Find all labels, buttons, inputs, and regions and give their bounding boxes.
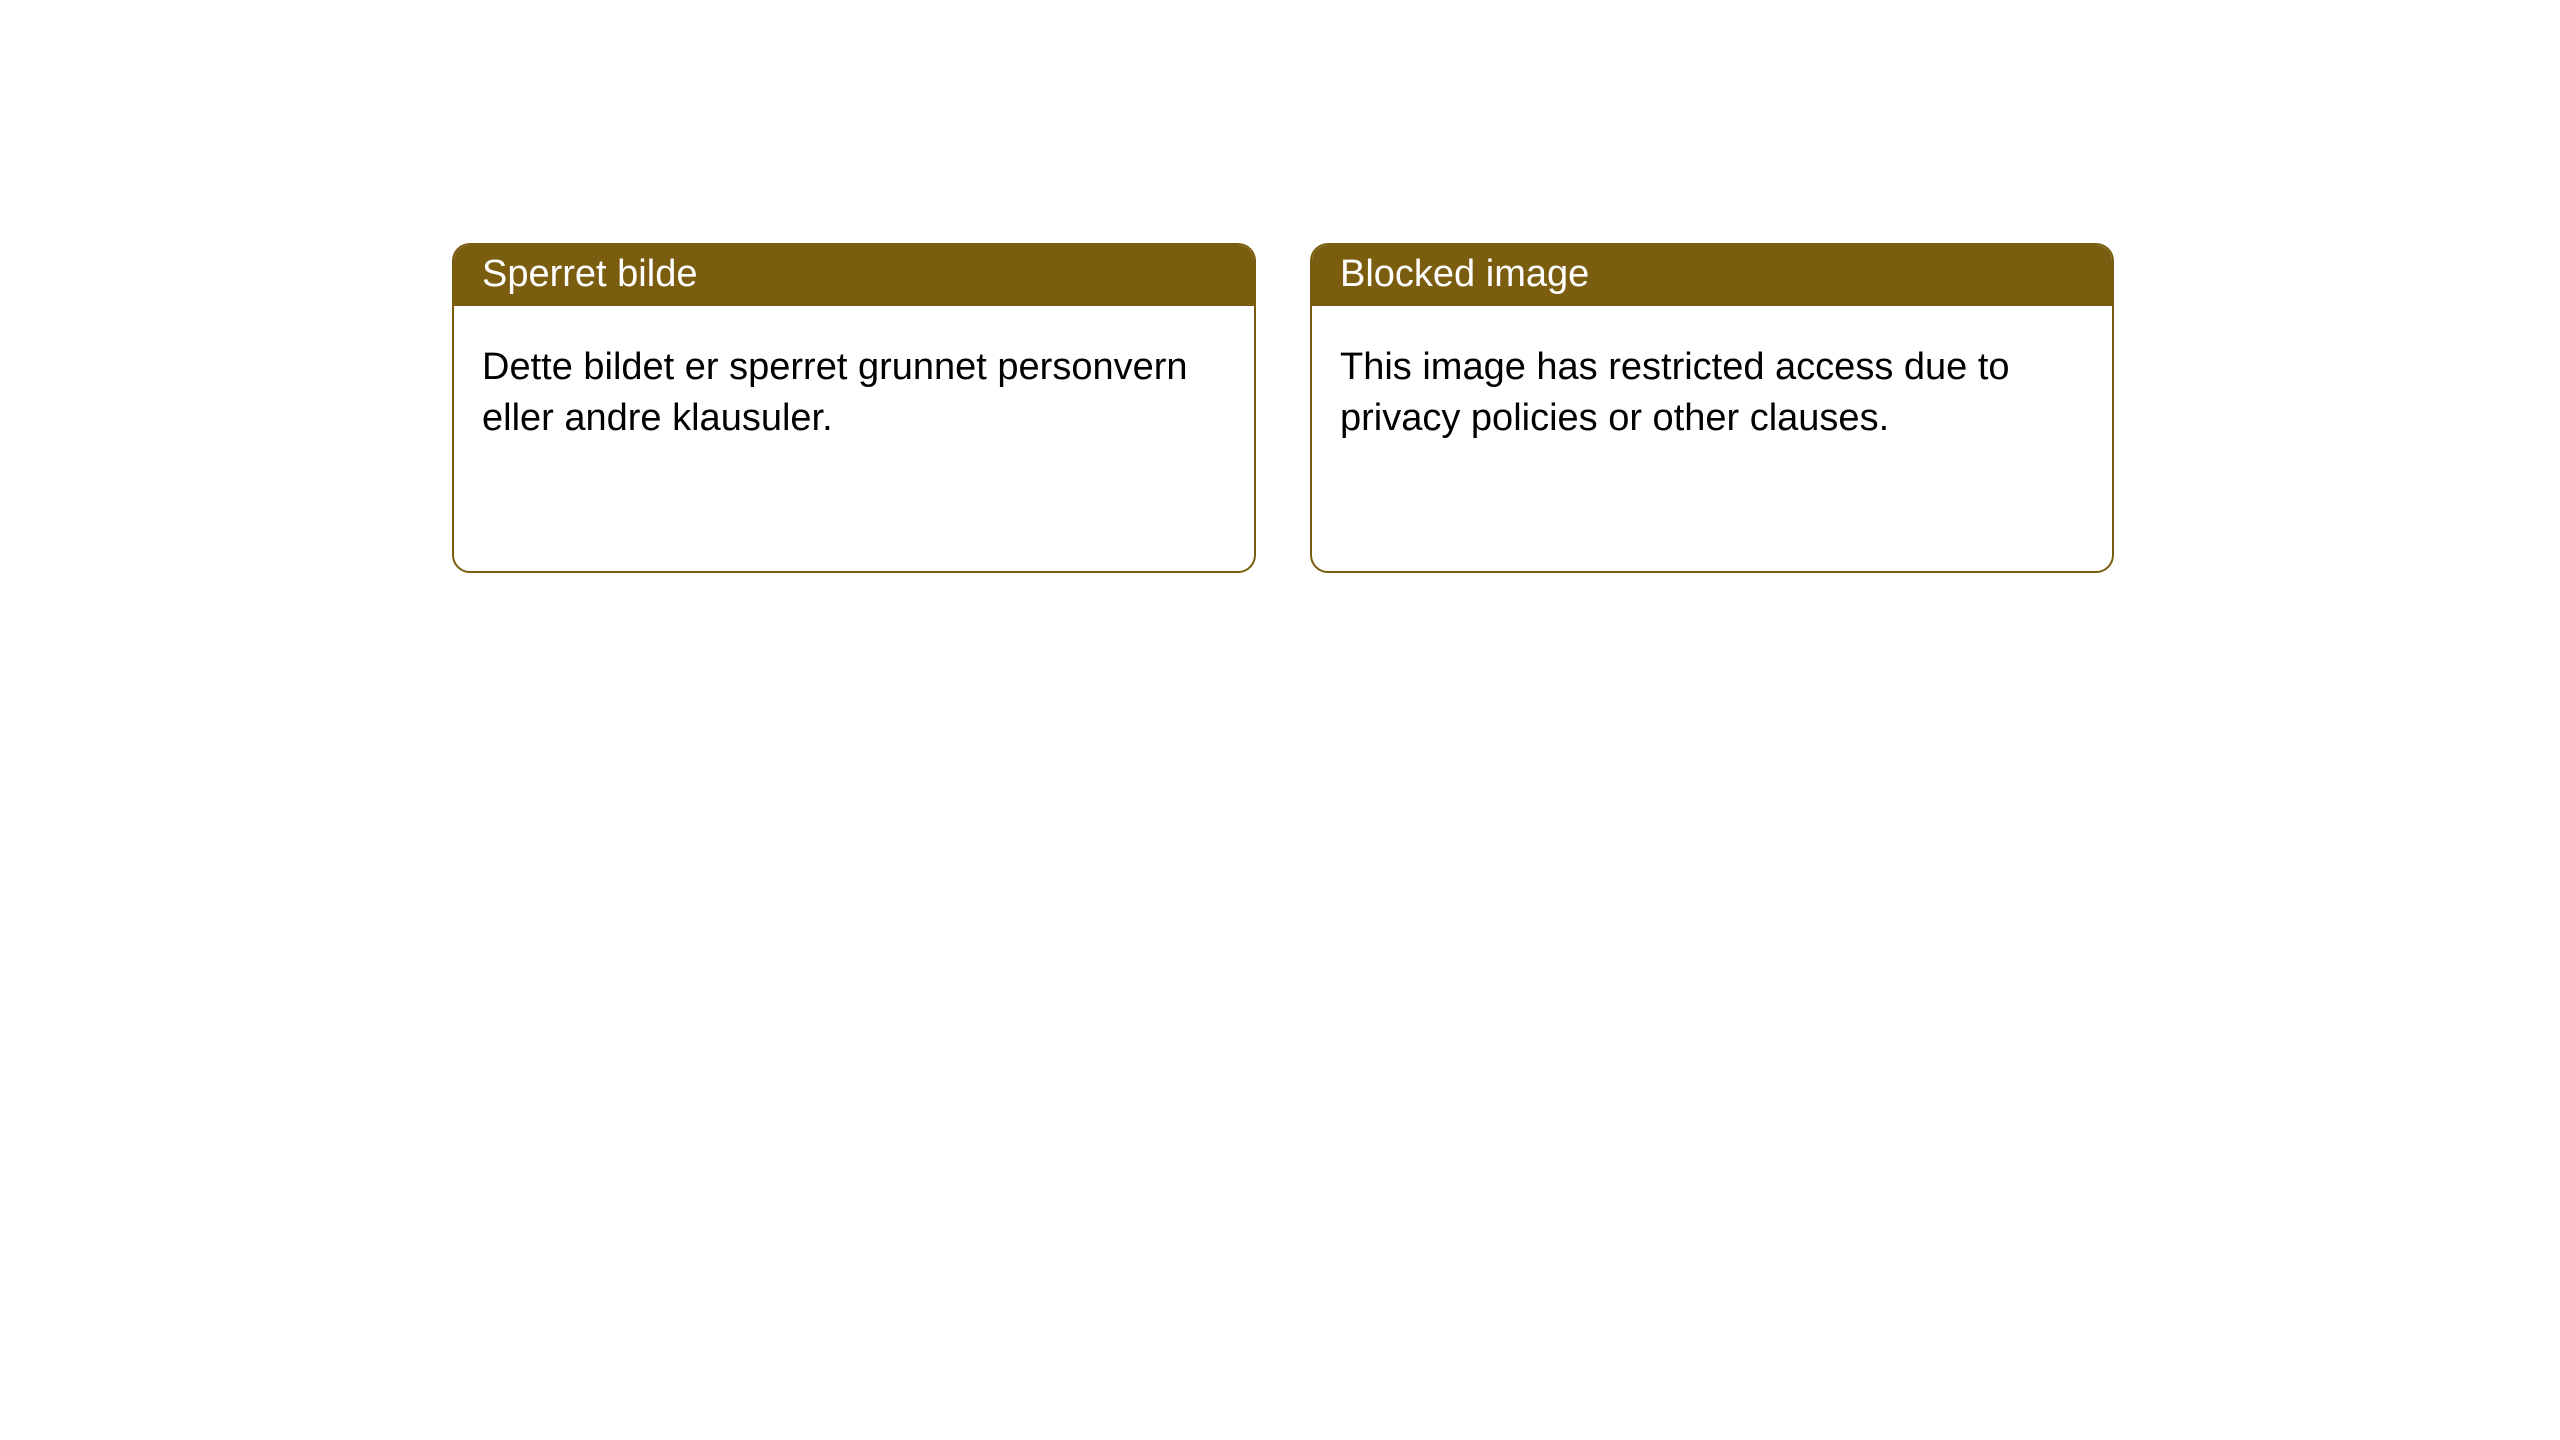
notice-card-header: Sperret bilde	[454, 245, 1254, 306]
notice-card-title: Blocked image	[1340, 253, 1589, 295]
notice-card-title: Sperret bilde	[482, 253, 697, 295]
notice-card-header: Blocked image	[1312, 245, 2112, 306]
notice-card-english: Blocked image This image has restricted …	[1310, 243, 2114, 573]
notice-card-text: Dette bildet er sperret grunnet personve…	[482, 346, 1188, 439]
notice-card-norwegian: Sperret bilde Dette bildet er sperret gr…	[452, 243, 1256, 573]
notice-cards-container: Sperret bilde Dette bildet er sperret gr…	[452, 243, 2114, 573]
notice-card-body: This image has restricted access due to …	[1312, 306, 2112, 473]
notice-card-text: This image has restricted access due to …	[1340, 346, 2010, 439]
notice-card-body: Dette bildet er sperret grunnet personve…	[454, 306, 1254, 473]
